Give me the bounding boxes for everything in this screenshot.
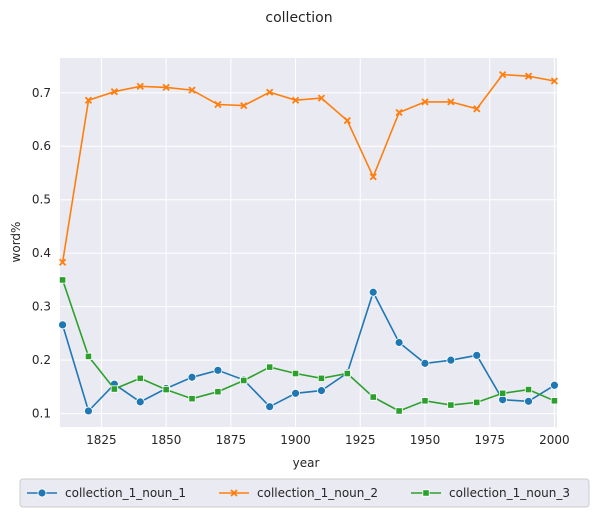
data-point xyxy=(162,385,170,394)
y-axis-label: word% xyxy=(9,222,23,263)
data-point xyxy=(421,98,429,106)
data-point xyxy=(550,77,559,85)
data-point xyxy=(524,385,533,394)
data-point xyxy=(317,94,326,102)
data-point xyxy=(550,397,559,405)
data-point xyxy=(214,388,222,396)
data-point xyxy=(58,258,67,266)
data-point xyxy=(395,108,403,117)
series-line xyxy=(61,73,555,263)
legend-marker xyxy=(422,489,430,497)
x-axis-ticks: 1825 1850 1875 1900 1925 1950 1975 2000 xyxy=(86,433,570,447)
data-point xyxy=(135,397,145,407)
data-point xyxy=(136,374,144,382)
legend-label: collection_1_noun_2 xyxy=(257,486,378,500)
data-point xyxy=(84,96,93,104)
data-point xyxy=(213,365,223,375)
data-point xyxy=(394,338,404,347)
data-point xyxy=(447,98,455,106)
x-tick-label: 1950 xyxy=(410,433,441,447)
data-point xyxy=(240,101,248,110)
data-point xyxy=(265,402,275,412)
data-point xyxy=(420,358,430,368)
data-point xyxy=(188,395,196,403)
data-point xyxy=(240,376,248,385)
legend-box xyxy=(19,478,590,508)
data-point xyxy=(524,396,533,406)
legend-entry: collection_1_noun_3 xyxy=(411,486,570,500)
data-point xyxy=(395,407,403,415)
data-point xyxy=(421,397,429,405)
legend-label: collection_1_noun_1 xyxy=(65,486,186,500)
data-point xyxy=(368,287,378,297)
data-point xyxy=(291,369,300,378)
y-tick-label: 0.2 xyxy=(32,353,51,367)
data-point xyxy=(266,88,274,96)
data-point xyxy=(446,355,456,365)
x-tick-label: 1975 xyxy=(474,433,505,447)
y-axis-ticks: 0.1 0.2 0.3 0.4 0.5 0.6 0.7 xyxy=(32,86,51,421)
x-tick-label: 1900 xyxy=(280,433,311,447)
plot-area xyxy=(60,58,557,427)
x-tick-label: 2000 xyxy=(539,433,570,447)
data-point xyxy=(447,401,455,409)
data-point xyxy=(214,100,222,109)
data-point xyxy=(58,320,67,330)
data-point xyxy=(343,116,351,125)
data-point xyxy=(473,105,481,113)
data-point xyxy=(499,389,507,397)
legend-marker xyxy=(37,488,47,498)
data-point xyxy=(84,352,93,361)
x-tick-label: 1825 xyxy=(86,433,117,447)
series-layer xyxy=(58,70,559,416)
y-tick-label: 0.5 xyxy=(32,193,51,207)
chart-title: collection xyxy=(265,10,332,26)
data-point xyxy=(369,393,377,401)
data-point xyxy=(524,72,533,80)
series-line xyxy=(61,279,555,412)
data-point xyxy=(343,369,351,378)
legend-entry: collection_1_noun_1 xyxy=(27,486,186,500)
data-point xyxy=(266,363,274,371)
data-point xyxy=(369,173,377,181)
data-point xyxy=(187,372,197,382)
series-collection_1_noun_3 xyxy=(58,276,559,415)
data-point xyxy=(291,96,300,104)
legend-marker xyxy=(230,489,238,497)
legend: collection_1_noun_1 collection_1_noun_2 co… xyxy=(19,478,590,508)
data-point xyxy=(58,276,67,284)
data-point xyxy=(136,82,144,90)
y-tick-label: 0.6 xyxy=(32,139,51,153)
data-point xyxy=(317,374,326,382)
data-point xyxy=(472,350,482,360)
data-point xyxy=(84,406,93,416)
data-point xyxy=(550,380,559,390)
x-tick-label: 1850 xyxy=(151,433,182,447)
data-point xyxy=(162,83,170,92)
data-point xyxy=(498,395,508,405)
data-point xyxy=(291,388,300,398)
data-point xyxy=(499,70,507,79)
x-tick-label: 1875 xyxy=(216,433,247,447)
data-point xyxy=(473,398,481,407)
data-point xyxy=(110,88,118,96)
y-tick-label: 0.4 xyxy=(32,246,51,260)
data-point xyxy=(188,86,196,94)
legend-label: collection_1_noun_3 xyxy=(449,486,570,500)
x-axis-label: year xyxy=(293,456,320,470)
y-tick-label: 0.7 xyxy=(32,86,51,100)
series-collection_1_noun_2 xyxy=(58,70,559,266)
x-tick-label: 1925 xyxy=(345,433,376,447)
data-point xyxy=(317,386,326,396)
y-tick-label: 0.1 xyxy=(32,407,51,421)
y-tick-label: 0.3 xyxy=(32,300,51,314)
legend-entry: collection_1_noun_2 xyxy=(219,486,378,500)
grid-lines xyxy=(60,58,557,427)
data-point xyxy=(110,385,118,393)
